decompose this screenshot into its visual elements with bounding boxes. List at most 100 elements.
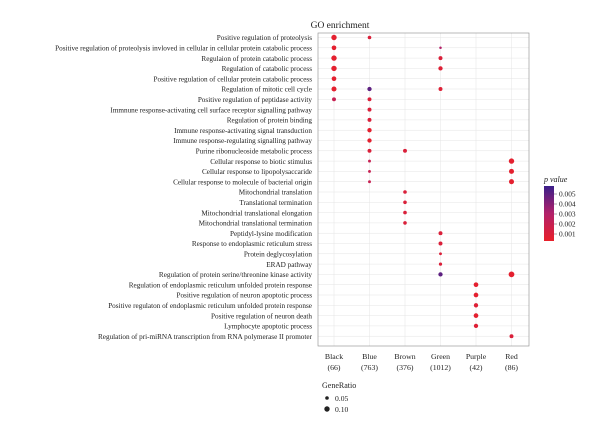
term-label: Immune response-activating signal transd…: [174, 127, 312, 135]
size-legend-items: 0.05 0.10: [324, 394, 348, 414]
data-point: [367, 138, 372, 143]
category-count: (66): [328, 363, 341, 372]
data-point: [473, 313, 479, 318]
category-count: (763): [361, 363, 378, 372]
term-label: Peptidyl-lysine modification: [230, 230, 312, 238]
category-label: Green: [431, 352, 450, 361]
term-label: Purine ribonucleoside metabolic process: [196, 148, 313, 156]
data-point: [332, 97, 336, 102]
data-point: [403, 210, 407, 215]
term-label: Translational termination: [239, 199, 312, 207]
category-count: (1012): [430, 363, 451, 372]
term-label: Positive regulation of peptidase activit…: [198, 96, 313, 104]
data-point: [367, 35, 372, 40]
data-point: [331, 55, 337, 61]
term-label: Protein deglycosylation: [244, 251, 312, 259]
colorbar-tick-label: 0.003: [559, 210, 576, 219]
category-label: Blue: [362, 352, 377, 361]
category-count: (42): [470, 363, 483, 372]
data-point: [403, 200, 407, 205]
term-label: Regulation of endoplasmic reticulum unfo…: [129, 281, 312, 289]
term-label: Regulation of mitotic cell cycle: [221, 86, 312, 94]
colorbar-gradient: [544, 186, 554, 241]
data-points: [331, 34, 515, 339]
term-label: Positive regulation of neuron death: [211, 312, 312, 320]
category-count: (376): [397, 363, 414, 372]
category-count: (86): [505, 363, 518, 372]
data-point: [367, 86, 372, 92]
term-label: Mitochondrial translational elongation: [201, 209, 312, 217]
size-legend-dot: [324, 406, 330, 412]
data-point: [368, 159, 371, 163]
term-label: Regulation of catabolic process: [222, 65, 313, 73]
term-label: Mitochondrial translation: [239, 189, 313, 197]
term-label: Regulation of protein serine/threonine k…: [159, 271, 312, 279]
term-label: Cellular response to lipopolysaccaride: [202, 168, 312, 176]
data-point: [509, 334, 514, 339]
data-point: [331, 76, 337, 82]
size-legend-label: 0.10: [335, 405, 348, 414]
term-label: Regulation of pri-miRNA transcription fr…: [98, 333, 313, 341]
data-point: [331, 45, 337, 51]
term-label: Response to endoplasmic reticulum stress: [192, 240, 312, 248]
data-point: [438, 272, 443, 277]
term-label: Positive regulation of proteolysis: [217, 34, 312, 42]
data-point: [331, 34, 337, 41]
category-label: Red: [505, 352, 518, 361]
term-label: Cellular response to molecule of bacteri…: [173, 178, 312, 186]
colorbar-tick-label: 0.001: [559, 230, 576, 239]
y-axis-term-labels: Positive regulation of proteolysis Positi…: [55, 34, 312, 341]
category-label: Brown: [394, 352, 415, 361]
size-legend-title: GeneRatio: [322, 381, 356, 390]
data-point: [473, 292, 479, 298]
generatio-size-legend: GeneRatio 0.05 0.10: [322, 381, 356, 414]
data-point: [367, 97, 372, 102]
data-point: [438, 262, 443, 266]
data-point: [508, 158, 515, 164]
data-point: [439, 252, 442, 256]
colorbar-title: p value: [543, 175, 568, 184]
data-point: [367, 128, 372, 133]
data-point: [438, 66, 443, 71]
x-axis-category-labels: Black (66) Blue (763) Brown (376) Green (1012) P…: [325, 352, 518, 372]
data-point: [331, 65, 337, 72]
term-label: Immune response-regulating signalling pa…: [173, 137, 312, 145]
term-label: Mitochondrial translational termination: [199, 220, 313, 228]
data-point: [473, 282, 479, 288]
colorbar-tick-label: 0.002: [559, 220, 576, 229]
colorbar-tick-label: 0.005: [559, 190, 576, 199]
data-point: [439, 46, 442, 50]
data-point: [473, 323, 479, 329]
data-point: [508, 168, 515, 174]
term-label: Regulation of protein binding: [227, 117, 313, 125]
data-point: [438, 56, 443, 61]
size-legend-label: 0.05: [335, 394, 348, 403]
category-label: Black: [325, 352, 343, 361]
data-point: [331, 86, 337, 92]
data-point: [438, 231, 443, 236]
size-legend-dot: [325, 396, 329, 400]
term-label: Positive regulation of neuron apoptotic …: [176, 292, 312, 300]
term-label: Cellular response to biotic stimulus: [210, 158, 312, 166]
colorbar-tick-label: 0.004: [559, 200, 576, 209]
term-label: Positive regulaton of endoplasmic reticu…: [108, 302, 312, 310]
data-point: [368, 180, 371, 184]
data-point: [403, 221, 407, 225]
data-point: [438, 241, 443, 246]
term-label: ERAD pathway: [266, 261, 312, 269]
data-point: [508, 271, 515, 278]
plot-frame: [317, 32, 530, 347]
category-label: Purple: [466, 352, 487, 361]
data-point: [367, 148, 372, 153]
data-point: [403, 190, 407, 194]
data-point: [438, 87, 443, 91]
data-point: [403, 148, 407, 153]
data-point: [473, 303, 479, 308]
term-label: Lymphocyte apoptotic process: [224, 323, 312, 331]
data-point: [367, 117, 372, 122]
term-label: Immnune response-activating cell surface…: [110, 106, 312, 114]
